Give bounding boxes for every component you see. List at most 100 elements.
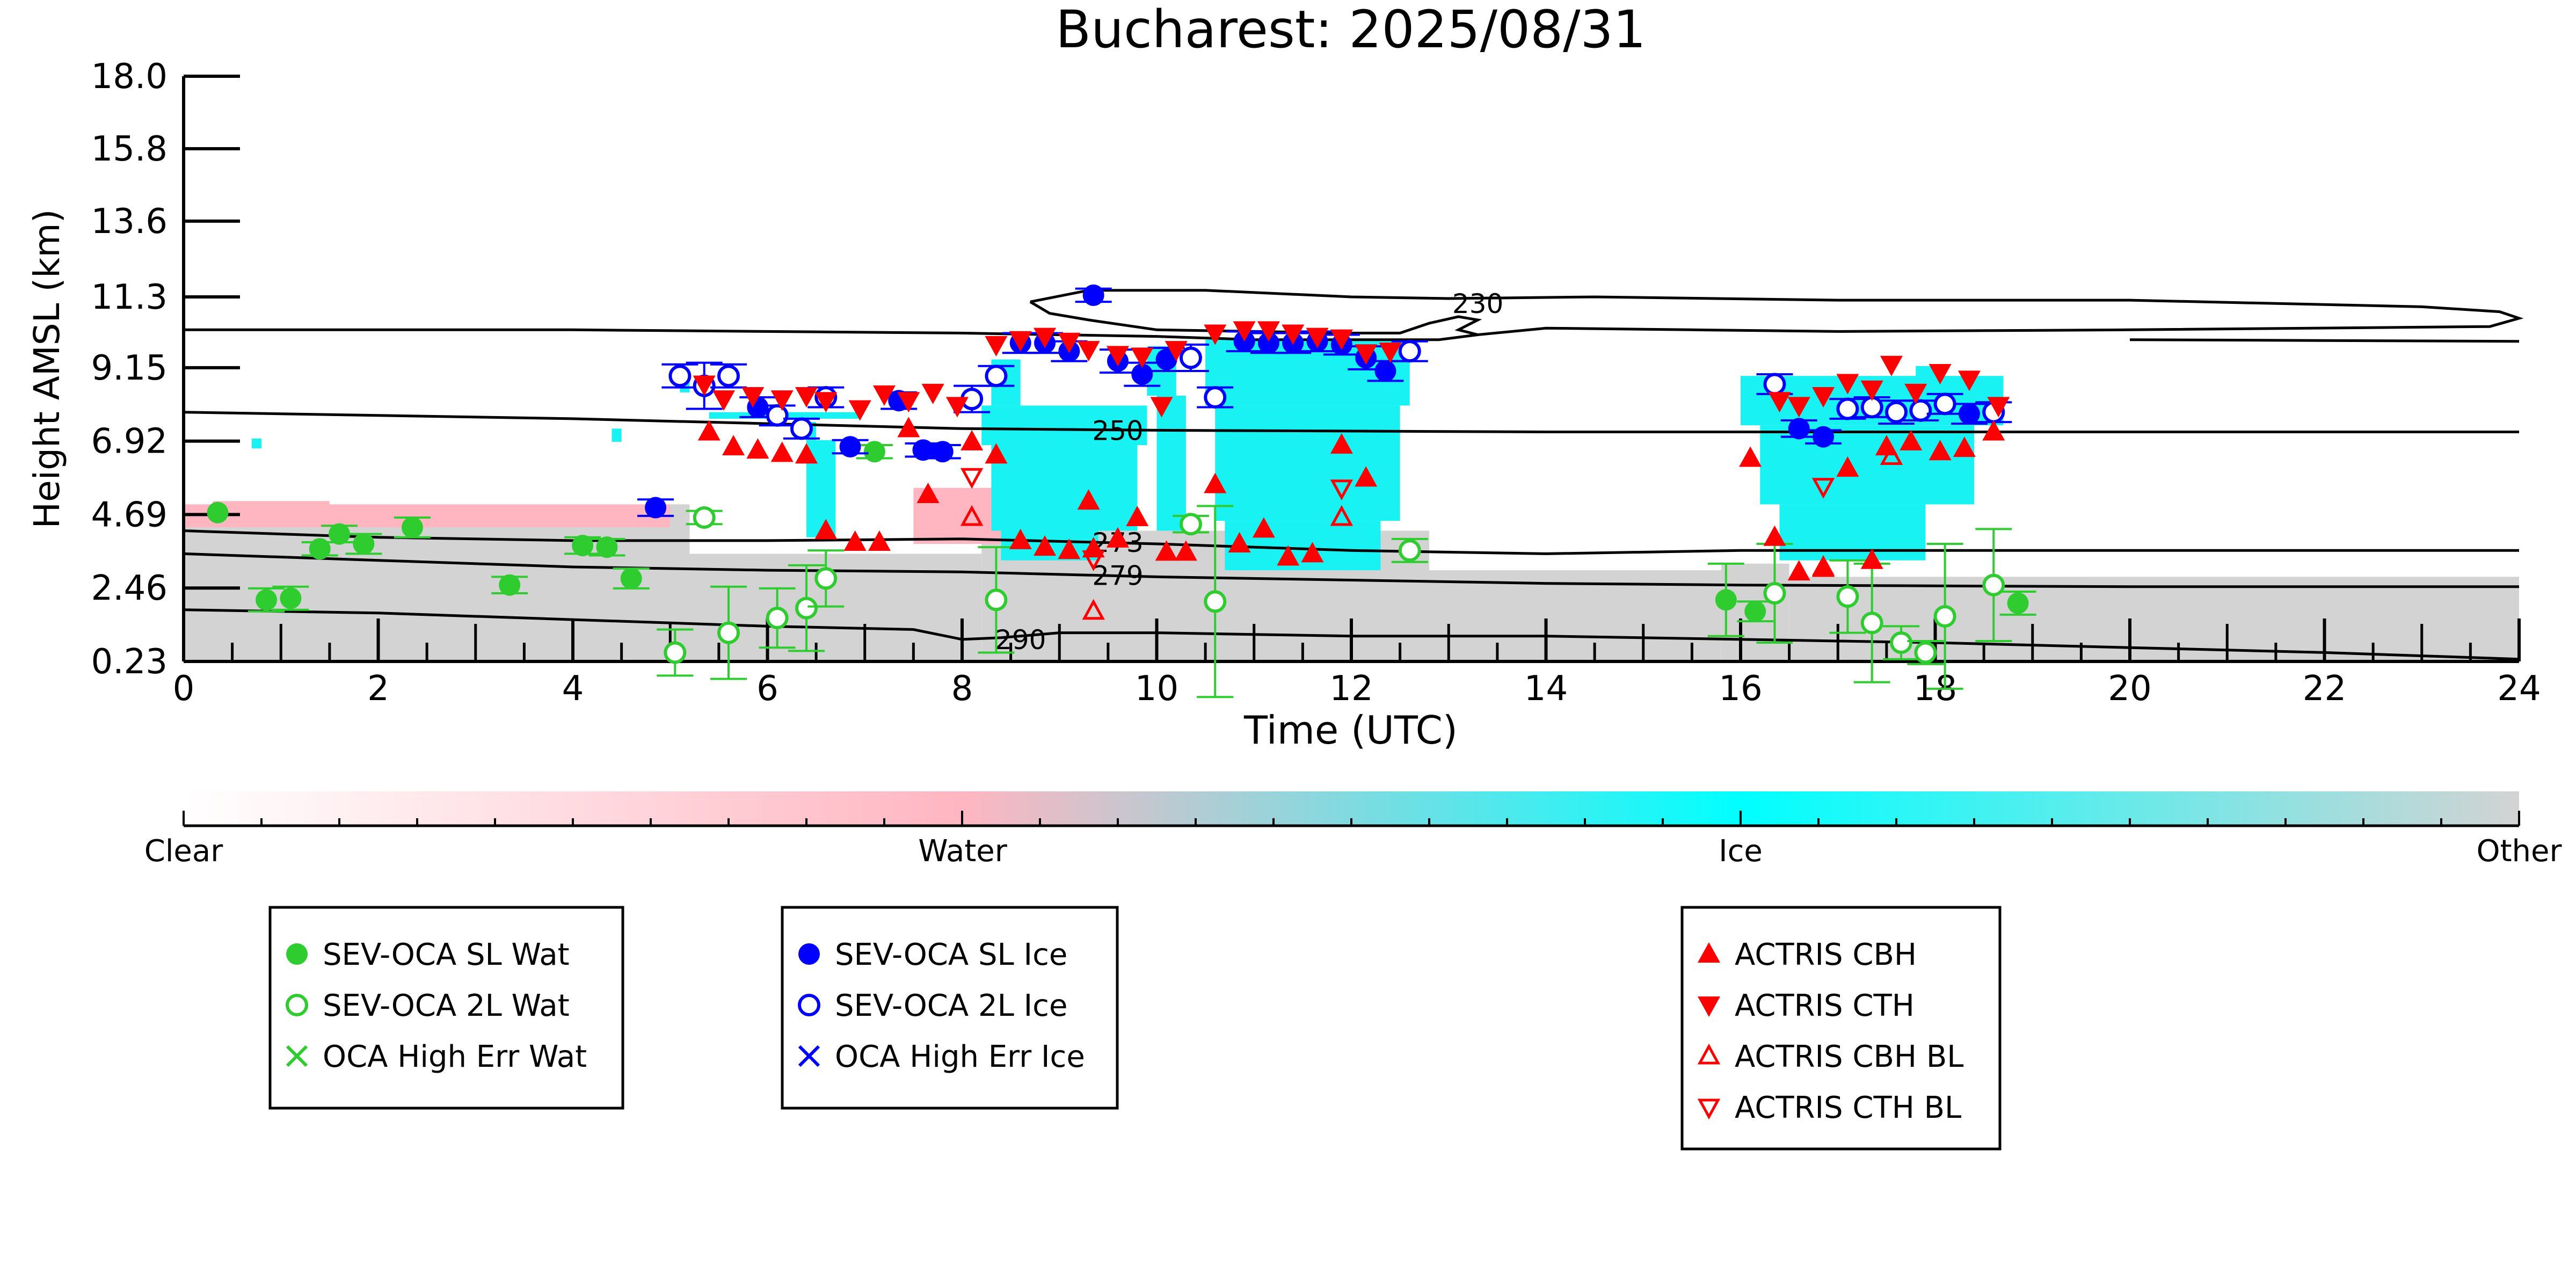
data-point bbox=[401, 516, 423, 539]
data-point bbox=[1811, 556, 1835, 577]
data-point bbox=[932, 441, 954, 463]
colorbar-label: Water bbox=[918, 834, 1008, 869]
x-tick-label: 10 bbox=[1135, 669, 1178, 709]
x-tick-label: 2 bbox=[367, 669, 389, 709]
data-point bbox=[795, 387, 818, 407]
data-point bbox=[916, 483, 940, 504]
data-point bbox=[1174, 540, 1197, 561]
cloud-ice-region bbox=[251, 438, 261, 449]
data-point bbox=[1330, 329, 1353, 350]
contour-label: 250 bbox=[1092, 415, 1143, 446]
data-point bbox=[1811, 478, 1835, 499]
cloud-ice-region bbox=[612, 428, 622, 442]
data-point bbox=[1860, 548, 1883, 569]
legend-label: ACTRIS CBH BL bbox=[1735, 1039, 1963, 1074]
legend-box: ACTRIS CBH ACTRIS CTH ACTRIS CBH BL ACTRIS … bbox=[1680, 906, 2002, 1151]
data-point bbox=[1277, 545, 1300, 566]
data-point bbox=[1179, 346, 1202, 369]
legends: SEV-OCA SL Wat SEV-OCA 2L Wat OCA High Err… bbox=[268, 906, 2002, 1151]
legend-marker bbox=[1698, 942, 1720, 963]
x-tick-label: 16 bbox=[1719, 669, 1762, 709]
colorbar: Clear Water Ice Other bbox=[144, 791, 2562, 869]
data-point bbox=[1330, 479, 1354, 500]
data-point bbox=[790, 417, 813, 440]
data-point bbox=[921, 383, 944, 404]
data-point bbox=[770, 390, 794, 411]
data-point bbox=[1929, 364, 1952, 385]
data-point bbox=[1077, 489, 1100, 510]
data-point bbox=[1257, 332, 1279, 354]
data-point bbox=[1374, 360, 1396, 382]
data-point bbox=[722, 435, 745, 456]
data-point bbox=[1204, 472, 1227, 493]
temperature-contour bbox=[183, 529, 2519, 555]
contour-label: 230 bbox=[1452, 288, 1503, 319]
data-point bbox=[1204, 386, 1227, 409]
legend-marker bbox=[1697, 1043, 1721, 1065]
data-point bbox=[1082, 599, 1105, 620]
data-point bbox=[1107, 527, 1129, 548]
temperature-contour bbox=[183, 411, 2519, 433]
data-point bbox=[1788, 418, 1810, 440]
data-point bbox=[1813, 426, 1835, 448]
data-point bbox=[1880, 355, 1903, 376]
x-tick-label: 20 bbox=[2108, 669, 2151, 709]
data-point bbox=[1306, 328, 1329, 348]
data-point bbox=[1257, 321, 1280, 342]
data-point bbox=[693, 506, 716, 529]
legend-label: ACTRIS CTH BL bbox=[1735, 1090, 1961, 1125]
data-point bbox=[1301, 542, 1324, 563]
x-tick-label: 8 bbox=[951, 669, 973, 709]
legend-marker bbox=[1697, 1098, 1721, 1120]
cloud-ice-region bbox=[1225, 521, 1381, 571]
data-point bbox=[664, 641, 687, 664]
data-point bbox=[1233, 321, 1256, 342]
data-point bbox=[1958, 370, 1981, 391]
data-series bbox=[207, 284, 2036, 698]
data-point bbox=[814, 567, 838, 590]
y-tick-label: 6.92 bbox=[91, 422, 168, 462]
temperature-contours: 230250273279290 bbox=[183, 288, 2524, 661]
data-point bbox=[1987, 397, 2010, 418]
data-point bbox=[1953, 436, 1976, 457]
data-point bbox=[1179, 513, 1202, 536]
contour-label: 290 bbox=[995, 624, 1046, 656]
y-tick-label: 11.3 bbox=[91, 278, 168, 317]
data-point bbox=[1034, 328, 1057, 348]
data-point bbox=[1204, 324, 1227, 345]
data-point bbox=[1885, 401, 1908, 424]
legend-marker bbox=[798, 1045, 820, 1067]
data-point bbox=[1398, 539, 1421, 562]
data-point bbox=[329, 523, 350, 545]
data-point bbox=[1082, 284, 1104, 306]
data-point bbox=[1126, 505, 1149, 526]
data-point bbox=[1715, 589, 1737, 611]
data-point bbox=[1150, 397, 1173, 418]
data-point bbox=[1958, 403, 1980, 425]
data-point bbox=[1155, 348, 1177, 370]
data-point bbox=[814, 392, 838, 413]
data-point bbox=[1058, 332, 1081, 353]
data-point bbox=[1077, 341, 1100, 362]
data-point bbox=[868, 530, 891, 551]
data-point bbox=[1768, 392, 1791, 413]
legend-label: OCA High Err Ice bbox=[835, 1039, 1085, 1074]
cloud-ice-region bbox=[991, 445, 1138, 531]
data-point bbox=[1900, 430, 1923, 450]
cloud-ice-region bbox=[1779, 504, 1926, 561]
x-tick-label: 14 bbox=[1524, 669, 1568, 709]
data-point bbox=[1860, 380, 1883, 401]
data-point bbox=[1058, 539, 1081, 559]
legend-frame bbox=[1680, 906, 2002, 1151]
data-point bbox=[1009, 331, 1032, 352]
y-tick-label: 4.69 bbox=[91, 495, 168, 535]
data-point bbox=[985, 336, 1008, 356]
data-point bbox=[1330, 505, 1354, 526]
legend-label: SEV-OCA SL Ice bbox=[835, 937, 1067, 972]
data-point bbox=[848, 400, 871, 421]
data-point bbox=[1744, 600, 1766, 622]
data-point bbox=[1836, 456, 1859, 477]
y-tick-label: 9.15 bbox=[91, 348, 168, 388]
data-point bbox=[499, 574, 521, 596]
